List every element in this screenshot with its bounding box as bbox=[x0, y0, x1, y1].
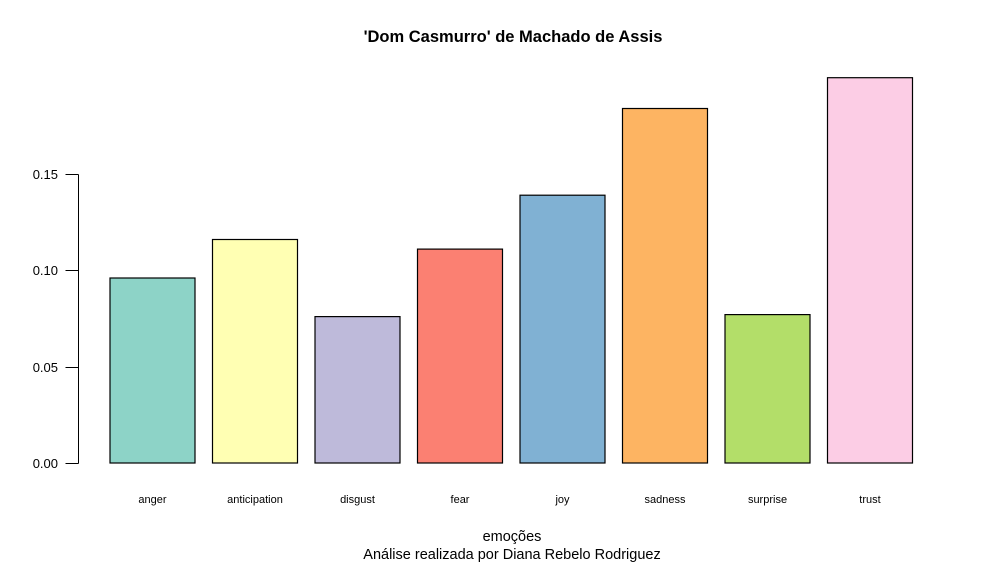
category-label-disgust: disgust bbox=[340, 494, 375, 506]
chart-subtitle: Análise realizada por Diana Rebelo Rodri… bbox=[363, 547, 660, 563]
y-tick-label-0.05: 0.05 bbox=[33, 360, 58, 375]
category-label-sadness: sadness bbox=[645, 494, 686, 506]
category-label-fear: fear bbox=[451, 494, 470, 506]
x-category-labels: anger anticipation disgust fear joy sadness su… bbox=[138, 494, 880, 506]
bar-disgust bbox=[314, 316, 401, 464]
y-tick-label-0.00: 0.00 bbox=[33, 456, 58, 471]
category-label-anticipation: anticipation bbox=[227, 494, 283, 506]
bar-fear bbox=[416, 248, 504, 464]
chart-title: 'Dom Casmurro' de Machado de Assis bbox=[364, 28, 663, 46]
bars-layer bbox=[109, 77, 914, 464]
y-tick-label-0.10: 0.10 bbox=[33, 263, 58, 278]
x-axis-label: emoções bbox=[483, 529, 542, 545]
category-label-trust: trust bbox=[859, 494, 880, 506]
category-label-anger: anger bbox=[138, 494, 166, 506]
category-label-surprise: surprise bbox=[748, 494, 787, 506]
bar-anger bbox=[109, 277, 196, 464]
y-tick-label-0.15: 0.15 bbox=[33, 167, 58, 182]
bar-sadness bbox=[621, 107, 709, 464]
bar-joy bbox=[519, 194, 606, 464]
bar-anticipation bbox=[211, 238, 299, 464]
y-axis: 0.00 0.05 0.10 0.15 bbox=[33, 167, 79, 471]
bar-trust bbox=[826, 77, 914, 464]
bar-surprise bbox=[724, 314, 811, 464]
category-label-joy: joy bbox=[554, 494, 570, 506]
